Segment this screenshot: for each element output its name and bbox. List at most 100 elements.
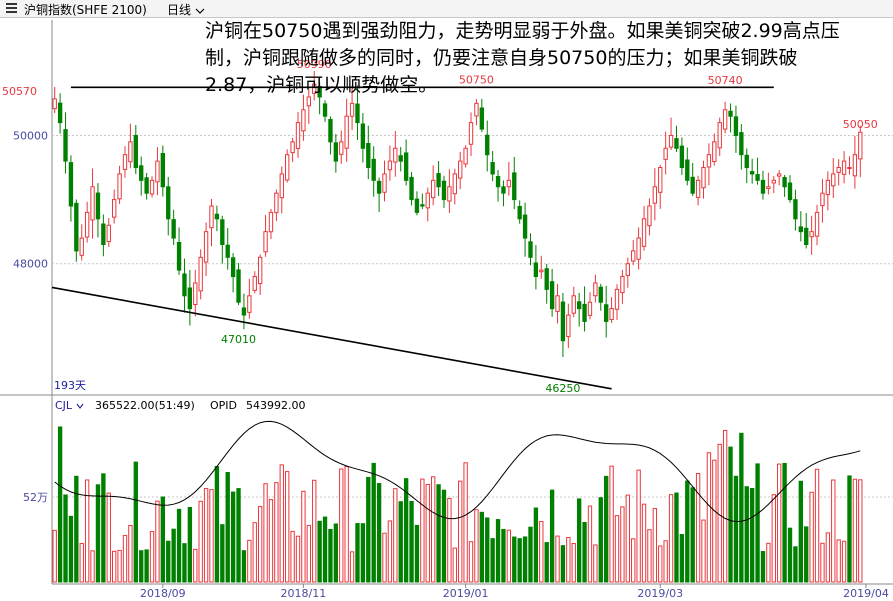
candle-body [766, 186, 771, 190]
candle-body [128, 141, 133, 163]
candle-body [393, 147, 398, 163]
candle-body [95, 192, 101, 220]
volume-bar [95, 484, 101, 583]
indicator-value: 365522.00(51:49) [95, 399, 195, 412]
volume-bar [90, 550, 95, 583]
candle-body [722, 109, 728, 130]
candle-body [695, 179, 701, 198]
candle-body [403, 152, 409, 181]
candle-body [452, 173, 457, 195]
candle-body [658, 167, 663, 193]
volume-bar [506, 529, 512, 583]
candle-body [847, 167, 852, 170]
volume-bar [701, 519, 706, 583]
candle-body [317, 85, 322, 98]
volume-bar [371, 462, 376, 583]
candle-body [214, 213, 220, 220]
candle-body [739, 132, 744, 156]
volume-bar [593, 544, 598, 583]
candle-body [414, 198, 420, 213]
candle-body [858, 131, 863, 160]
candle-body [187, 287, 193, 310]
candle-body [306, 96, 311, 107]
volume-bar [144, 549, 149, 583]
volume-bar [317, 520, 322, 583]
volume-bar [625, 494, 630, 583]
volume-bar [755, 463, 760, 583]
volume-bar [522, 536, 528, 583]
candle-body [349, 102, 355, 117]
candle-body [636, 237, 641, 260]
volume-bar [447, 497, 452, 583]
candle-body [225, 244, 230, 258]
candle-body [668, 134, 674, 148]
menu-icon[interactable] [6, 3, 17, 13]
volume-bar [339, 468, 344, 583]
candle-body [533, 262, 539, 278]
opid-value: 543992.00 [246, 399, 306, 412]
volume-bar [841, 540, 847, 583]
chevron-down-icon [195, 8, 205, 14]
candle-body [274, 192, 279, 214]
x-tick-label: 2019/03 [637, 587, 683, 600]
period-selector[interactable]: 日线 [167, 1, 205, 18]
candle-body [57, 102, 63, 124]
volume-bar [220, 524, 225, 583]
candle-body [479, 107, 485, 130]
volume-bar [52, 529, 57, 583]
volume-bar [382, 532, 387, 583]
candle-body [544, 268, 549, 290]
candle-body [84, 211, 90, 238]
volume-bar [555, 535, 560, 583]
price-annotation-label: 50990 [297, 58, 332, 71]
volume-tick-label: 52万 [23, 491, 48, 504]
price-annotation-label: 50050 [843, 118, 878, 131]
volume-bar [631, 538, 636, 583]
candle-body [474, 102, 479, 117]
volume-bar [652, 508, 658, 583]
volume-bar [587, 505, 593, 583]
volume-bar [360, 523, 366, 583]
volume-bar [458, 480, 463, 583]
volume-bar [636, 469, 641, 583]
candle-body [171, 219, 176, 239]
candle-body [831, 173, 836, 187]
indicator-dropdown-icon[interactable] [76, 403, 84, 409]
volume-bar [858, 479, 863, 583]
candle-body [647, 205, 652, 227]
candle-body [90, 186, 95, 221]
volume-bar [744, 486, 749, 583]
candle-body [674, 138, 679, 149]
volume-bar [490, 538, 495, 583]
candle-body [620, 276, 625, 294]
candle-body [712, 141, 717, 163]
candle-body [528, 241, 533, 258]
candle-body [436, 173, 441, 188]
volume-bar [706, 452, 712, 583]
candle-body [360, 123, 366, 149]
volume-bar [463, 462, 468, 583]
candle-body [220, 219, 225, 245]
volume-bar [290, 530, 295, 583]
candle-body [290, 141, 295, 154]
volume-bar [133, 461, 138, 583]
candle-body [706, 154, 712, 168]
candle-body [744, 154, 749, 169]
volume-bar [663, 540, 668, 583]
candle-body [236, 269, 241, 303]
volume-bar [403, 478, 409, 583]
volume-bar [279, 464, 284, 583]
volume-bar [749, 487, 755, 583]
volume-bar [560, 545, 566, 583]
volume-bar [274, 482, 279, 583]
volume-bar [452, 547, 457, 583]
candle-body [333, 142, 339, 162]
price-annotation-label: 46250 [545, 382, 580, 395]
candle-body [279, 173, 284, 199]
candle-body [685, 159, 690, 181]
candle-body [490, 162, 495, 175]
candle-body [63, 129, 68, 162]
price-tick-label: 48000 [13, 258, 48, 271]
volume-bar [182, 543, 187, 583]
candle-body [458, 160, 463, 179]
